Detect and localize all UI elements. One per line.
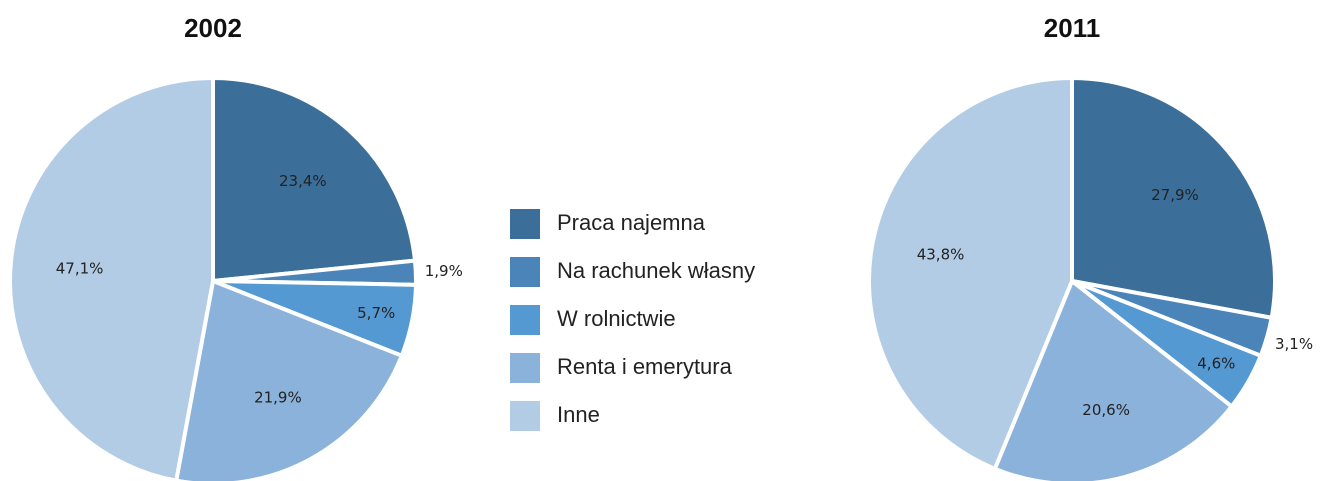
- value-label: 5,7%: [357, 304, 395, 322]
- pie-slice: [867, 75, 1074, 472]
- legend-label: Na rachunek własny: [557, 258, 755, 283]
- chart-title: 2011: [1044, 13, 1100, 43]
- pie-slice: [992, 277, 1235, 481]
- legend-swatch: [510, 257, 540, 287]
- value-label: 23,4%: [279, 172, 327, 190]
- legend-swatch: [510, 209, 540, 239]
- pie-slice: [211, 75, 418, 284]
- legend-label: W rolnictwie: [557, 306, 676, 331]
- value-label: 47,1%: [56, 259, 104, 277]
- value-label: 3,1%: [1275, 335, 1313, 353]
- value-label: 43,8%: [917, 246, 965, 264]
- value-label: 27,9%: [1151, 186, 1199, 204]
- value-label: 4,6%: [1197, 354, 1235, 372]
- legend-label: Praca najemna: [557, 210, 706, 235]
- chart-title: 2002: [184, 13, 242, 43]
- value-label: 1,9%: [425, 262, 463, 280]
- pie-slice: [8, 75, 215, 481]
- legend-swatch: [510, 305, 540, 335]
- legend-label: Renta i emerytura: [557, 354, 733, 379]
- legend-swatch: [510, 401, 540, 431]
- pie-slice: [174, 278, 405, 481]
- legend-label: Inne: [557, 402, 600, 427]
- legend-swatch: [510, 353, 540, 383]
- value-label: 21,9%: [254, 389, 302, 407]
- pie-slice: [1070, 75, 1277, 321]
- value-label: 20,6%: [1082, 401, 1130, 419]
